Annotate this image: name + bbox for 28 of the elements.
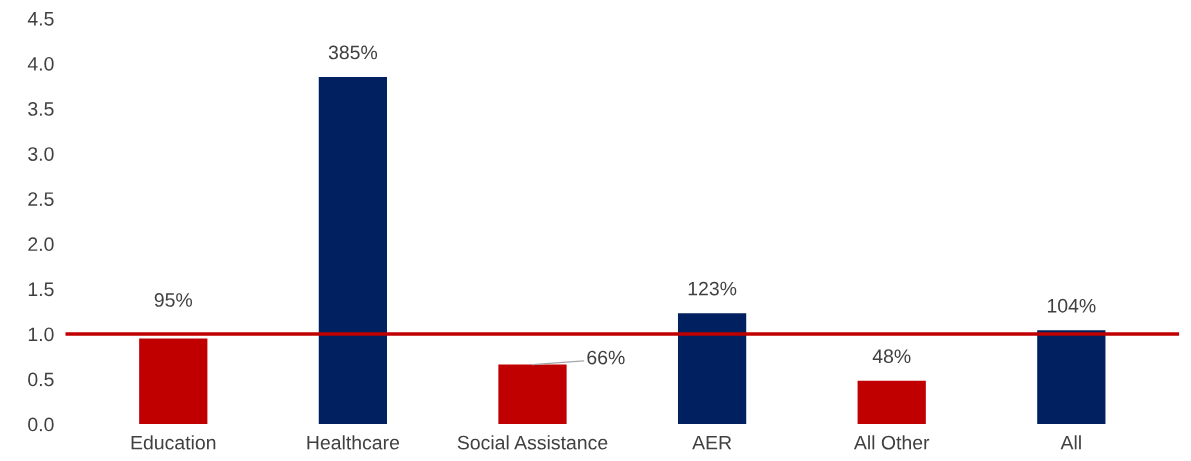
data-label: 123% <box>688 281 737 296</box>
y-tick-label: 3.5 <box>28 102 54 116</box>
data-label: 95% <box>154 293 193 307</box>
data-label: 48% <box>872 349 911 364</box>
data-label: 104% <box>1047 298 1096 313</box>
y-tick-label: 4.0 <box>27 56 54 71</box>
x-tick-label: Education <box>131 435 216 450</box>
x-tick-label: All <box>1060 435 1081 450</box>
y-tick-label: 0.0 <box>28 417 54 432</box>
y-tick-label: 1.5 <box>28 282 54 297</box>
x-tick-label: AER <box>692 435 732 450</box>
bar <box>677 313 747 425</box>
y-tick-label: 1.0 <box>28 327 54 342</box>
y-tick-label: 4.5 <box>27 12 54 26</box>
bar <box>139 338 208 425</box>
data-label: 385% <box>328 45 378 60</box>
x-tick-label: Healthcare <box>307 435 400 450</box>
bar <box>498 364 567 425</box>
x-tick-label: All Other <box>853 435 930 450</box>
bar <box>857 380 926 425</box>
y-tick-label: 2.0 <box>28 237 54 252</box>
bar <box>318 77 388 425</box>
y-tick-label: 2.5 <box>28 192 54 206</box>
y-tick-label: 0.5 <box>28 372 54 387</box>
x-tick-label: Social Assistance <box>457 435 608 450</box>
data-label: 66% <box>587 350 625 365</box>
y-tick-label: 3.0 <box>28 147 54 161</box>
bar <box>1037 330 1106 425</box>
